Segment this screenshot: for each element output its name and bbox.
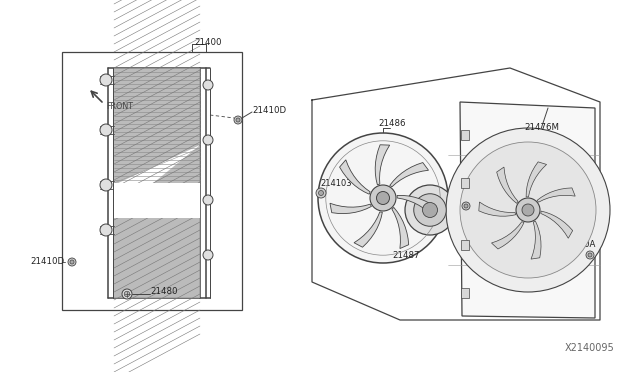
Text: FRONT: FRONT bbox=[106, 102, 133, 110]
Polygon shape bbox=[537, 188, 575, 202]
Polygon shape bbox=[114, 145, 200, 298]
Polygon shape bbox=[497, 167, 518, 203]
Polygon shape bbox=[460, 102, 595, 318]
Polygon shape bbox=[541, 211, 573, 238]
Polygon shape bbox=[340, 160, 370, 194]
Circle shape bbox=[100, 179, 112, 191]
Text: 21476M: 21476M bbox=[524, 122, 559, 131]
Text: 21487: 21487 bbox=[392, 251, 419, 260]
Bar bbox=[114, 183, 200, 218]
Circle shape bbox=[122, 289, 132, 299]
Circle shape bbox=[370, 185, 396, 211]
Circle shape bbox=[422, 202, 438, 218]
Text: 21400: 21400 bbox=[194, 38, 221, 46]
Text: 214103: 214103 bbox=[320, 179, 351, 187]
Polygon shape bbox=[526, 162, 547, 197]
Text: X2140095: X2140095 bbox=[565, 343, 615, 353]
Bar bbox=[62, 52, 242, 310]
Polygon shape bbox=[397, 195, 436, 216]
Circle shape bbox=[376, 192, 390, 205]
Bar bbox=[461, 178, 469, 188]
Circle shape bbox=[236, 118, 240, 122]
Polygon shape bbox=[354, 212, 382, 247]
Circle shape bbox=[203, 195, 213, 205]
Circle shape bbox=[316, 188, 326, 198]
Bar bbox=[461, 240, 469, 250]
Polygon shape bbox=[531, 221, 541, 259]
Circle shape bbox=[124, 291, 130, 297]
Polygon shape bbox=[479, 202, 516, 216]
Circle shape bbox=[100, 224, 112, 236]
Circle shape bbox=[70, 260, 74, 264]
Text: 21480: 21480 bbox=[150, 288, 177, 296]
Circle shape bbox=[100, 124, 112, 136]
Circle shape bbox=[68, 258, 76, 266]
Text: 21410A: 21410A bbox=[562, 240, 595, 248]
Text: 21410D: 21410D bbox=[470, 192, 504, 201]
Polygon shape bbox=[114, 68, 200, 185]
Circle shape bbox=[234, 116, 242, 124]
Circle shape bbox=[405, 185, 455, 235]
Text: 21486: 21486 bbox=[378, 119, 406, 128]
Bar bbox=[461, 130, 469, 140]
Circle shape bbox=[586, 251, 594, 259]
Circle shape bbox=[516, 198, 540, 222]
Polygon shape bbox=[392, 208, 409, 248]
Circle shape bbox=[460, 142, 596, 278]
Circle shape bbox=[203, 135, 213, 145]
Circle shape bbox=[462, 202, 470, 210]
Text: 21410D: 21410D bbox=[252, 106, 286, 115]
Circle shape bbox=[446, 128, 610, 292]
Circle shape bbox=[203, 80, 213, 90]
Circle shape bbox=[318, 133, 448, 263]
Text: 21410D: 21410D bbox=[30, 257, 64, 266]
Circle shape bbox=[464, 204, 468, 208]
Circle shape bbox=[100, 74, 112, 86]
Circle shape bbox=[319, 190, 323, 196]
Circle shape bbox=[588, 253, 592, 257]
Circle shape bbox=[413, 194, 446, 226]
Circle shape bbox=[522, 204, 534, 216]
Polygon shape bbox=[492, 222, 524, 249]
Polygon shape bbox=[330, 203, 371, 214]
Polygon shape bbox=[375, 145, 390, 185]
Polygon shape bbox=[390, 163, 429, 187]
Circle shape bbox=[203, 250, 213, 260]
Bar bbox=[461, 288, 469, 298]
